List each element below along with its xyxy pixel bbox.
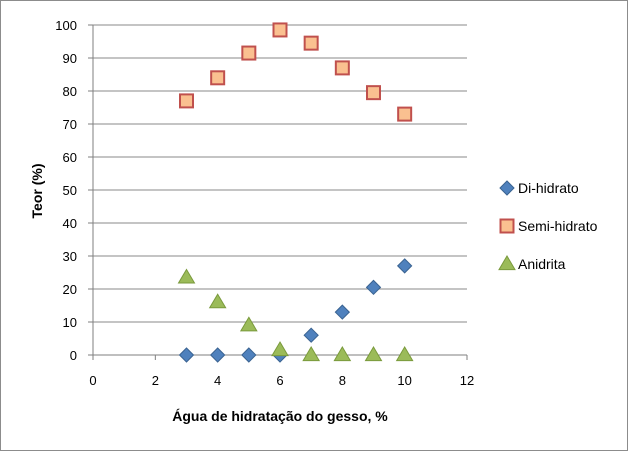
di-hidrato-point	[241, 347, 257, 363]
legend-label-di-hidrato: Di-hidrato	[518, 180, 579, 196]
di-hidrato-point	[365, 279, 382, 296]
legend-label-anidrita: Anidrita	[518, 256, 566, 272]
semi-hidrato-point	[210, 70, 226, 86]
x-tick-label: 10	[397, 373, 411, 388]
anidrita-point	[208, 293, 227, 309]
x-tick-label: 2	[152, 373, 159, 388]
axes	[88, 24, 468, 360]
legend-label-semi-hidrato: Semi-hidrato	[518, 218, 598, 234]
y-tick-label: 0	[70, 348, 77, 363]
y-tick-label: 100	[55, 18, 77, 33]
x-tick-label: 8	[339, 373, 346, 388]
y-tick-label: 40	[63, 216, 77, 231]
x-axis-title: Água de hidratação do gesso, %	[172, 408, 388, 424]
di-hidrato-point	[209, 347, 226, 363]
x-tick-label: 4	[214, 373, 221, 388]
legend-marker-di-hidrato	[499, 180, 515, 196]
y-tick-label: 10	[63, 315, 77, 330]
semi-hidrato-point	[366, 85, 381, 101]
y-tick-label: 90	[63, 51, 77, 66]
semi-hidrato-point	[397, 106, 413, 122]
y-axis-title: Teor (%)	[29, 164, 45, 219]
tick-labels: 0 10 20 30 40 50 60 70 80 90 100 0 2 4 6 8 10 12	[55, 18, 474, 388]
x-tick-label: 6	[276, 373, 283, 388]
anidrita-point	[395, 346, 414, 362]
semi-hidrato-point	[334, 60, 350, 76]
semi-hidrato-point	[241, 45, 257, 61]
legend: Di-hidrato Semi-hidrato Anidrita	[498, 180, 598, 272]
di-hidrato-point	[396, 258, 413, 274]
semi-hidrato-point	[179, 93, 194, 109]
data-points	[177, 22, 414, 363]
x-tick-label: 12	[460, 373, 474, 388]
legend-marker-anidrita	[498, 255, 516, 271]
anidrita-point	[364, 346, 383, 362]
y-tick-label: 60	[63, 150, 77, 165]
y-tick-label: 80	[63, 84, 77, 99]
gridlines	[93, 24, 467, 323]
anidrita-point	[239, 316, 258, 332]
y-tick-label: 20	[63, 282, 77, 297]
di-hidrato-point	[334, 304, 351, 320]
y-tick-label: 70	[63, 117, 77, 132]
anidrita-point	[271, 341, 289, 357]
anidrita-point	[333, 346, 352, 362]
di-hidrato-point	[303, 327, 319, 343]
y-tick-label: 30	[63, 249, 77, 264]
y-tick-label: 50	[63, 183, 77, 198]
anidrita-point	[177, 268, 196, 284]
x-tick-label: 0	[89, 373, 96, 388]
semi-hidrato-point	[303, 35, 319, 51]
anidrita-point	[302, 346, 321, 362]
legend-marker-semi-hidrato	[499, 218, 515, 234]
di-hidrato-point	[178, 347, 195, 363]
semi-hidrato-point	[272, 22, 288, 38]
